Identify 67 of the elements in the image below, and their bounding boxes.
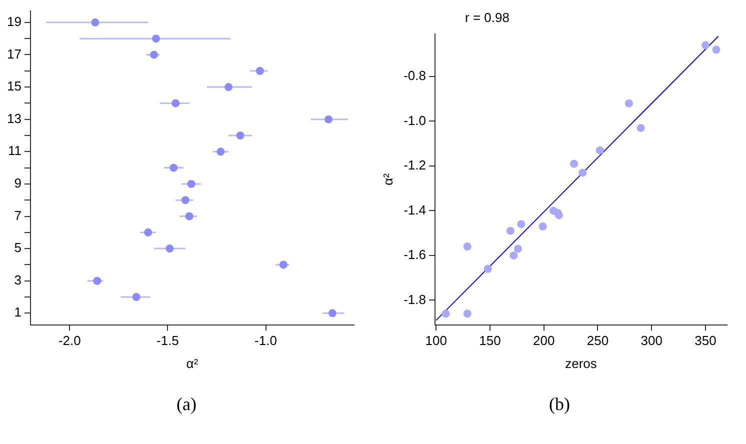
y-tick-label: -1.8: [404, 292, 426, 307]
y-tick-label: 15: [6, 78, 22, 94]
x-tick-label: 250: [586, 333, 609, 348]
point: [152, 34, 160, 43]
point: [701, 41, 710, 50]
y-tick-label: 3: [14, 272, 22, 288]
x-axis-title: α²: [186, 356, 199, 371]
y-tick-label: -1.2: [404, 158, 426, 173]
x-tick-label: 300: [640, 333, 662, 348]
point: [538, 222, 547, 230]
point: [463, 242, 472, 251]
point: [554, 211, 563, 220]
point: [510, 251, 518, 260]
y-tick-label: 5: [14, 240, 22, 256]
point: [132, 293, 140, 302]
point: [216, 148, 225, 156]
point: [170, 164, 178, 172]
y-tick-label: 11: [8, 143, 22, 158]
x-axis-title: zeros: [565, 356, 598, 371]
x-tick-label: -1.5: [156, 333, 179, 348]
y-tick-label: 13: [6, 110, 22, 126]
x-tick-label: -2.0: [58, 333, 81, 348]
y-tick-label: -1.6: [404, 247, 426, 262]
point: [181, 196, 190, 204]
point: [514, 244, 522, 253]
point: [172, 99, 180, 108]
y-tick-label: 7: [14, 208, 22, 223]
text: r = 0.98: [465, 10, 510, 26]
x-tick-label: -1.0: [254, 333, 277, 348]
y-tick-label: 1: [14, 304, 22, 320]
y-axis-title: α²: [380, 172, 396, 186]
y-tick-label: 17: [6, 46, 22, 62]
point: [91, 18, 100, 26]
point: [324, 115, 333, 124]
point: [712, 46, 720, 54]
y-tick-label: 19: [6, 14, 22, 30]
point: [236, 131, 244, 140]
point: [328, 309, 336, 318]
y-tick-label: -1.0: [404, 112, 426, 128]
y-tick-label: -0.8: [404, 68, 426, 84]
point: [150, 50, 158, 59]
point: [624, 99, 633, 108]
y-tick-label: 9: [14, 176, 22, 191]
x-tick-label: 350: [694, 333, 716, 348]
x-tick-label: 200: [532, 333, 555, 348]
x-tick-label: 100: [425, 333, 447, 348]
point: [596, 146, 604, 154]
point: [279, 260, 288, 269]
text: (a): [176, 394, 198, 415]
point: [166, 244, 174, 253]
y-tick-label: -1.4: [404, 202, 426, 218]
point: [517, 220, 526, 228]
point: [93, 276, 102, 285]
point: [484, 264, 492, 273]
point: [442, 310, 450, 318]
point: [636, 124, 645, 132]
point: [570, 160, 578, 168]
x-tick-label: 150: [479, 333, 501, 348]
point: [185, 212, 194, 220]
point: [256, 66, 264, 75]
point: [578, 168, 587, 177]
point: [463, 310, 472, 318]
point: [144, 228, 152, 236]
text: (b): [548, 394, 571, 415]
point: [224, 83, 233, 92]
point: [506, 226, 514, 235]
point: [187, 180, 196, 188]
